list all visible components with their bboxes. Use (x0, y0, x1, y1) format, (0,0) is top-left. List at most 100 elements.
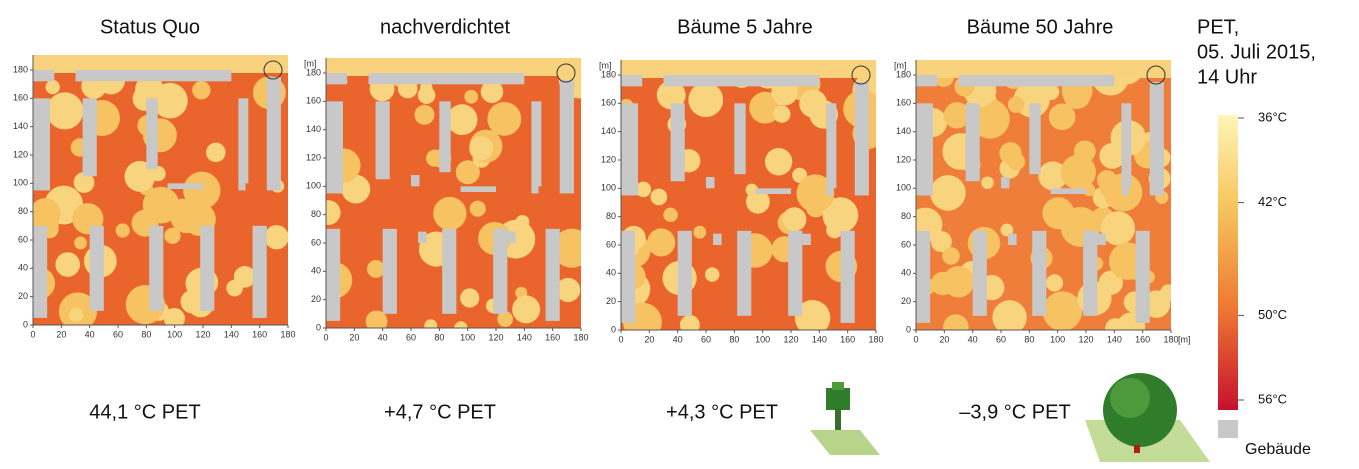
building (713, 233, 722, 245)
x-tick-label: 140 (812, 334, 827, 344)
building (677, 230, 692, 316)
building (1050, 188, 1086, 194)
building (507, 231, 516, 243)
cool-area (796, 174, 835, 213)
building (1135, 230, 1150, 323)
x-tick-label: 80 (729, 334, 739, 344)
building (972, 230, 987, 316)
building (621, 103, 638, 196)
cool-area (782, 207, 807, 232)
x-unit: [m] (1178, 334, 1191, 344)
tree-large (1085, 373, 1210, 462)
cool-area (555, 277, 581, 303)
colorbar-label: 42°C (1258, 194, 1287, 209)
building (149, 225, 164, 311)
panel-result: +4,7 °C PET (384, 401, 496, 423)
building-swatch (1218, 420, 1238, 438)
cool-area (420, 81, 433, 95)
cool-area (480, 80, 504, 103)
y-tick-label: 140 (601, 126, 616, 136)
cool-area (45, 79, 60, 95)
building (1001, 177, 1010, 189)
panel-result: +4,3 °C PET (666, 401, 778, 423)
x-tick-label: 160 (545, 332, 560, 342)
building (382, 228, 397, 314)
cool-area (33, 55, 288, 73)
y-tick-label: 180 (13, 64, 28, 74)
y-tick-label: 0 (906, 324, 911, 334)
cool-area (206, 142, 226, 163)
x-tick-label: 120 (195, 329, 210, 339)
y-tick-label: 20 (606, 296, 616, 306)
y-tick-label: 20 (18, 291, 28, 301)
y-tick-label: 80 (311, 209, 321, 219)
y-tick-label: 120 (601, 154, 616, 164)
y-unit: [m] (599, 60, 612, 70)
building (1083, 230, 1098, 316)
compass (263, 60, 283, 80)
cool-area (764, 148, 793, 176)
x-tick-label: 20 (349, 332, 359, 342)
cool-area (693, 225, 707, 239)
x-tick-label: 140 (1107, 334, 1122, 344)
building (1029, 103, 1041, 175)
building (460, 186, 496, 192)
cool-area (981, 176, 994, 190)
y-tick-label: 60 (18, 234, 28, 244)
cool-area (73, 172, 95, 193)
cool-area (799, 89, 828, 118)
y-tick-label: 180 (601, 69, 616, 79)
x-tick-label: 180 (280, 329, 295, 339)
cool-area (115, 223, 130, 238)
building (840, 230, 855, 323)
heatmap (33, 55, 288, 325)
cool-area (943, 314, 969, 330)
cool-area (515, 214, 530, 229)
cool-area (454, 321, 468, 328)
building (670, 103, 685, 182)
y-tick-label: 60 (311, 237, 321, 247)
y-tick-label: 20 (901, 296, 911, 306)
building (266, 77, 281, 191)
building (411, 175, 420, 187)
y-tick-label: 100 (13, 178, 28, 188)
x-tick-label: 60 (701, 334, 711, 344)
cool-area (621, 60, 876, 78)
building (916, 230, 931, 323)
y-tick-label: 140 (13, 121, 28, 131)
building (545, 228, 560, 321)
x-tick-label: 80 (1024, 334, 1034, 344)
x-tick-label: 160 (1135, 334, 1150, 344)
building (89, 225, 104, 311)
cool-area (424, 319, 438, 328)
x-tick-label: 40 (673, 334, 683, 344)
cool-area (647, 228, 676, 257)
building (663, 75, 820, 87)
cool-area (192, 80, 211, 100)
cool-area (992, 300, 1027, 330)
cool-area (1073, 140, 1096, 163)
x-tick-label: 60 (406, 332, 416, 342)
cool-area (366, 260, 385, 278)
x-tick-label: 20 (939, 334, 949, 344)
colorbar-label: 56°C (1258, 391, 1287, 406)
y-tick-label: 100 (306, 181, 321, 191)
building (755, 188, 791, 194)
building (621, 75, 643, 87)
cool-area (970, 98, 1010, 139)
cool-area (822, 197, 859, 234)
x-tick-label: 40 (378, 332, 388, 342)
x-tick-label: 20 (644, 334, 654, 344)
cool-area (183, 171, 221, 210)
panel-title: Bäume 50 Jahre (967, 16, 1114, 38)
building (326, 101, 343, 194)
y-tick-label: 100 (601, 183, 616, 193)
cool-area (497, 311, 514, 327)
cool-area (446, 104, 478, 136)
compass (1146, 65, 1166, 85)
y-tick-label: 140 (306, 124, 321, 134)
cool-area (469, 200, 486, 217)
y-tick-label: 40 (18, 263, 28, 273)
cool-area (942, 247, 960, 265)
